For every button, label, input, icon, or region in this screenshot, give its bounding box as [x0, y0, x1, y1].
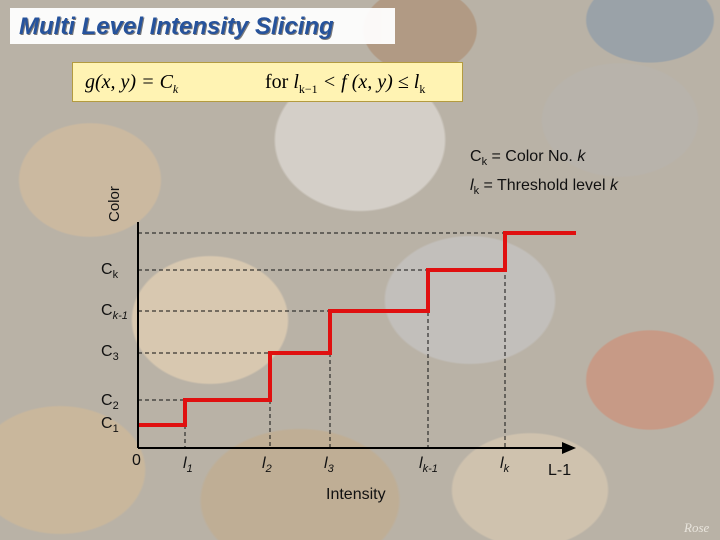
- x-axis-label: Intensity: [326, 486, 386, 503]
- title-box: Multi Level Intensity Slicing: [10, 8, 395, 44]
- guide-lines: [138, 232, 506, 448]
- x-axis-end-label: L-1: [548, 462, 572, 479]
- formula-box: g(x, y) = Ck for lk−1 < f (x, y) ≤ lk: [72, 62, 463, 102]
- x-tick-l3: l3: [324, 455, 334, 476]
- x-axis-arrowhead: [562, 442, 576, 454]
- step-function-line: [138, 231, 576, 427]
- legend: Ck = Color No. k lk = Threshold level k: [470, 145, 618, 203]
- legend-color-line: Ck = Color No. k: [470, 148, 586, 169]
- formula-lhs: g(x, y) = Ck: [85, 71, 179, 96]
- y-tick-ck-1: Ck-1: [101, 302, 128, 323]
- x-tick-lk-1: lk-1: [419, 455, 438, 476]
- formula-rhs: for lk−1 < f (x, y) ≤ lk: [265, 71, 426, 96]
- y-tick-c2: C2: [101, 392, 119, 413]
- x-tick-l2: l2: [262, 455, 272, 476]
- legend-threshold-line: lk = Threshold level k: [470, 177, 618, 198]
- y-tick-c3: C3: [101, 343, 119, 364]
- watermark: Rose: [684, 520, 710, 535]
- x-tick-l1: l1: [183, 455, 193, 476]
- origin-label: 0: [132, 452, 141, 469]
- slide-title: Multi Level Intensity Slicing: [19, 13, 334, 40]
- x-tick-lk: lk: [500, 455, 510, 476]
- y-tick-ck: Ck: [101, 261, 119, 282]
- y-tick-c1: C1: [101, 415, 119, 436]
